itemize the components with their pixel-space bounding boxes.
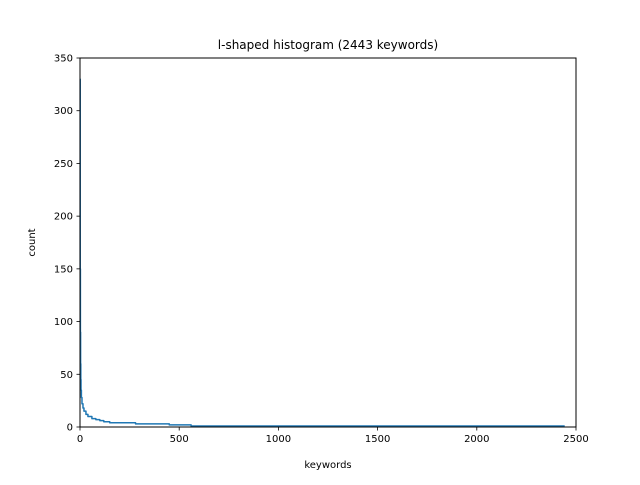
x-tick-label: 2500 [563,434,588,445]
y-axis-label: count [27,228,38,256]
x-tick-label: 2000 [464,434,489,445]
x-tick-label: 0 [77,434,83,445]
x-axis-label: keywords [304,460,351,471]
y-tick-label: 0 [67,423,73,434]
x-tick-label: 500 [170,434,189,445]
y-tick-label: 150 [54,264,73,275]
ticks-layer: 0 500 1000 1500 2000 2500 0 50 100 150 200 250 300 35… [54,54,589,446]
y-tick-label: 200 [54,212,73,223]
y-tick-label: 50 [60,370,73,381]
y-tick-label: 100 [54,317,73,328]
chart-title: l-shaped histogram (2443 keywords) [218,38,438,52]
plot-frame [79,57,577,428]
y-tick-label: 300 [54,106,73,117]
y-tick-label: 250 [54,159,73,170]
x-tick-label: 1500 [365,434,390,445]
series-layer [79,78,565,427]
series-line [79,78,565,427]
x-tick-label: 1000 [266,434,291,445]
y-tick-label: 350 [54,54,73,65]
